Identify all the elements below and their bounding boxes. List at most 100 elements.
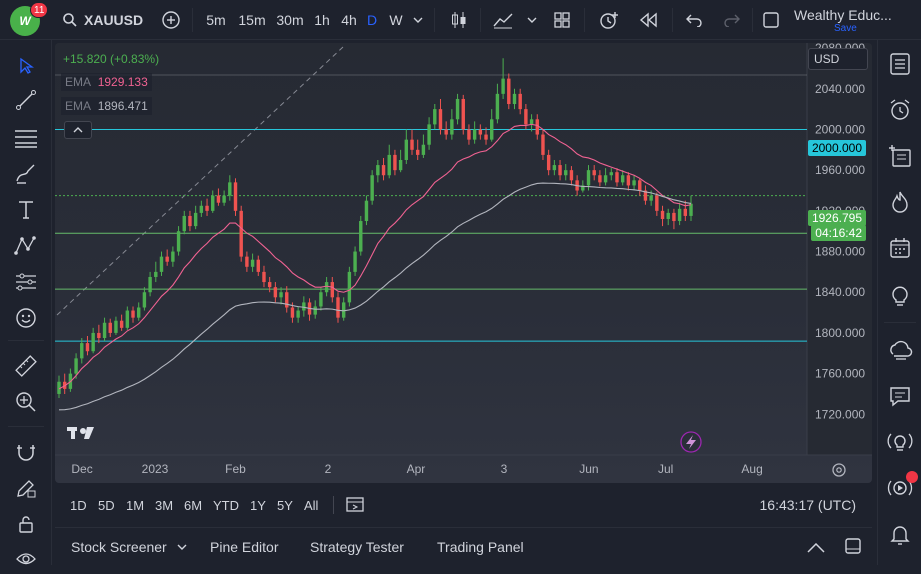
ema-slow-value: 1896.471 [97,99,148,113]
redo-icon [724,14,740,27]
tab-strategy-tester[interactable]: Strategy Tester [310,538,404,555]
candle-body [467,129,471,140]
candle-body [689,203,693,216]
chart-type-button[interactable] [446,0,472,40]
go-to-date-button[interactable] [345,494,365,517]
right-widgetbar [877,40,921,565]
interval-1h[interactable]: 1h [314,12,330,28]
candle-body [564,170,568,176]
icons-tool[interactable] [10,302,42,334]
candle-body [347,271,352,303]
range-3m[interactable]: 3M [155,497,174,513]
settings-gear-icon[interactable] [832,463,846,477]
candle-body [205,205,209,211]
indicators-button[interactable] [490,0,516,40]
measure-tool[interactable] [10,350,42,382]
chart-pane[interactable]: 2080.0002040.0002000.0001960.0001920.000… [55,43,872,483]
drawing-toolbar [0,40,52,565]
interval-30m[interactable]: 30m [276,12,304,28]
broadcast-bulb-icon [887,433,913,451]
alerts-button[interactable] [884,94,916,126]
ideas-button[interactable] [884,280,916,312]
cursor-tool[interactable] [10,50,42,82]
account-name: Wealthy Educ... [794,6,892,23]
replay-stream-button[interactable] [884,471,918,504]
interval-15m[interactable]: 15m [238,12,266,28]
calendar-button[interactable] [884,232,916,264]
chats-button[interactable] [884,380,916,412]
trend-line-tool[interactable] [10,84,42,116]
brush-tool[interactable] [10,158,42,190]
candle-body [620,175,625,183]
streams-button[interactable] [884,334,916,366]
range-all[interactable]: All [304,497,319,513]
alert-button[interactable] [596,0,622,40]
magnet-tool[interactable] [10,436,42,468]
text-tool[interactable] [10,194,42,226]
range-1m[interactable]: 1M [126,497,145,513]
interval-dropdown[interactable] [410,0,426,40]
redo-button[interactable] [720,0,744,40]
tab-trading-panel[interactable]: Trading Panel [437,538,524,555]
range-ytd[interactable]: YTD [213,497,239,513]
interval-5m[interactable]: 5m [206,12,226,28]
pattern-tool[interactable] [10,230,42,262]
undo-button[interactable] [682,0,706,40]
interval-4h[interactable]: 4h [341,12,357,28]
range-5y[interactable]: 5Y [277,497,293,513]
object-tree-button[interactable] [884,140,916,172]
hotlists-button[interactable] [884,186,916,218]
layout-name-button[interactable]: Wealthy Educ... Save [794,0,894,40]
lightning-icon[interactable] [680,431,702,453]
ema-fast-legend[interactable]: EMA 1929.133 [61,73,152,91]
candle-body [324,282,329,293]
interval-d[interactable]: D [366,12,378,28]
range-5d[interactable]: 5D [98,497,115,513]
rewind-icon [639,12,657,28]
candle-body [381,165,386,176]
range-1d[interactable]: 1D [70,497,87,513]
watchlist-button[interactable] [884,48,916,80]
bar-countdown-label: 04:16:42 [811,225,866,241]
price-chart[interactable]: 2080.0002040.0002000.0001960.0001920.000… [55,43,872,483]
compare-add-button[interactable] [158,0,184,40]
currency-selector[interactable]: USD [808,48,868,70]
fullscreen-button[interactable] [760,0,782,40]
notifications-button[interactable] [884,518,916,550]
legend-collapse-button[interactable] [64,121,92,139]
range-1y[interactable]: 1Y [250,497,266,513]
symbol-search-button[interactable]: XAUUSD [62,0,144,40]
layout-button[interactable] [550,0,574,40]
collapse-panel-button[interactable] [807,540,825,556]
time-tick-label: Aug [741,462,762,476]
candle-body [387,154,391,176]
tab-pine-editor[interactable]: Pine Editor [210,538,279,555]
stay-drawing-tool[interactable] [10,472,42,504]
tab-stock-screener[interactable]: Stock Screener [71,539,187,555]
maximize-panel-button[interactable] [844,537,862,558]
hide-tool[interactable] [10,542,42,574]
lock-tool[interactable] [10,508,42,540]
help-ideas-button[interactable] [884,426,916,458]
candle-body [131,310,135,318]
range-6m[interactable]: 6M [184,497,203,513]
prediction-tool[interactable] [10,266,42,298]
candle-body [290,307,295,318]
fib-tool[interactable] [10,122,42,154]
candle-body [512,93,517,105]
candle-body [592,170,596,176]
candle-body [421,144,426,155]
candle-body [410,139,414,150]
indicators-dropdown[interactable] [524,0,540,40]
symbol-label: XAUUSD [84,12,144,28]
price-change: +15.820 (+0.83%) [63,52,160,66]
tradingview-logo-icon[interactable] [67,427,94,439]
candle-body [285,292,289,308]
undo-icon [686,14,702,27]
interval-w[interactable]: W [389,12,403,28]
zoom-tool[interactable] [10,386,42,418]
time-tick-label: Feb [225,462,246,476]
utc-clock[interactable]: 16:43:17 (UTC) [759,497,856,513]
replay-button[interactable] [636,0,662,40]
ema-slow-legend[interactable]: EMA 1896.471 [61,97,152,115]
